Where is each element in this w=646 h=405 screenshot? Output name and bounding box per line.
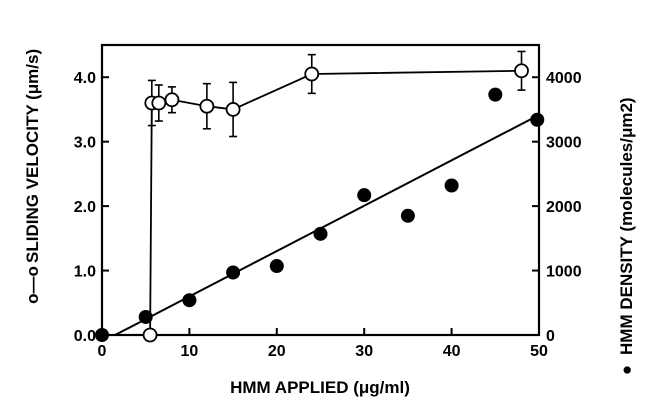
fit-line-group — [114, 115, 538, 336]
x-tick-label: 50 — [530, 343, 548, 360]
density-point — [400, 208, 415, 223]
velocity-point — [164, 92, 180, 108]
right-axis-title-group: ● HMM DENSITY (molecules/μm2) — [617, 97, 636, 375]
x-axis-ticks: 0 10 20 30 40 50 — [98, 328, 548, 360]
density-point — [444, 178, 459, 193]
right-y-tick-label: 4000 — [546, 70, 582, 87]
x-tick-label: 20 — [268, 343, 286, 360]
right-y-tick-label: 1000 — [546, 264, 582, 281]
density-point — [488, 87, 503, 102]
density-point — [226, 265, 241, 280]
x-axis-title: HMM APPLIED (μg/ml) — [230, 378, 410, 397]
left-y-tick-label: 3.0 — [74, 135, 96, 152]
x-tick-label: 30 — [355, 343, 373, 360]
left-axis-title-group: o—o SLIDING VELOCITY (μm/s) — [23, 49, 42, 304]
right-y-axis-ticks: 0 1000 2000 3000 4000 — [532, 70, 582, 345]
velocity-series — [142, 50, 529, 343]
density-point — [95, 328, 109, 342]
left-y-axis-ticks: 0.0 1.0 2.0 3.0 4.0 — [74, 70, 109, 345]
density-point — [269, 259, 284, 274]
left-axis-title: SLIDING VELOCITY (μm/s) — [23, 49, 42, 263]
velocity-point — [225, 102, 241, 117]
right-y-tick-label: 3000 — [546, 135, 582, 152]
density-point — [357, 188, 372, 203]
left-y-tick-label: 0.0 — [74, 328, 96, 345]
right-y-tick-label: 2000 — [546, 199, 582, 216]
left-axis-legend-symbol: o—o — [23, 266, 42, 304]
fit-line — [114, 115, 538, 336]
x-tick-label: 40 — [443, 343, 461, 360]
plot-frame — [100, 43, 541, 337]
velocity-point — [199, 98, 215, 114]
left-y-tick-label: 2.0 — [74, 199, 96, 216]
left-y-tick-label: 4.0 — [74, 70, 96, 87]
velocity-point — [142, 327, 158, 343]
x-tick-label: 10 — [181, 343, 199, 360]
right-axis-legend-symbol: ● — [617, 365, 636, 375]
left-y-tick-label: 1.0 — [74, 264, 96, 281]
velocity-point — [514, 63, 529, 79]
velocity-point — [151, 95, 167, 111]
velocity-point — [304, 66, 320, 82]
density-point — [313, 226, 328, 241]
density-point — [530, 112, 545, 127]
x-tick-label: 0 — [98, 343, 107, 360]
density-series — [95, 87, 545, 342]
right-axis-title: HMM DENSITY (molecules/μm2) — [617, 97, 636, 355]
density-point — [138, 309, 153, 324]
right-y-tick-label: 0 — [546, 328, 555, 345]
density-point — [182, 293, 197, 308]
